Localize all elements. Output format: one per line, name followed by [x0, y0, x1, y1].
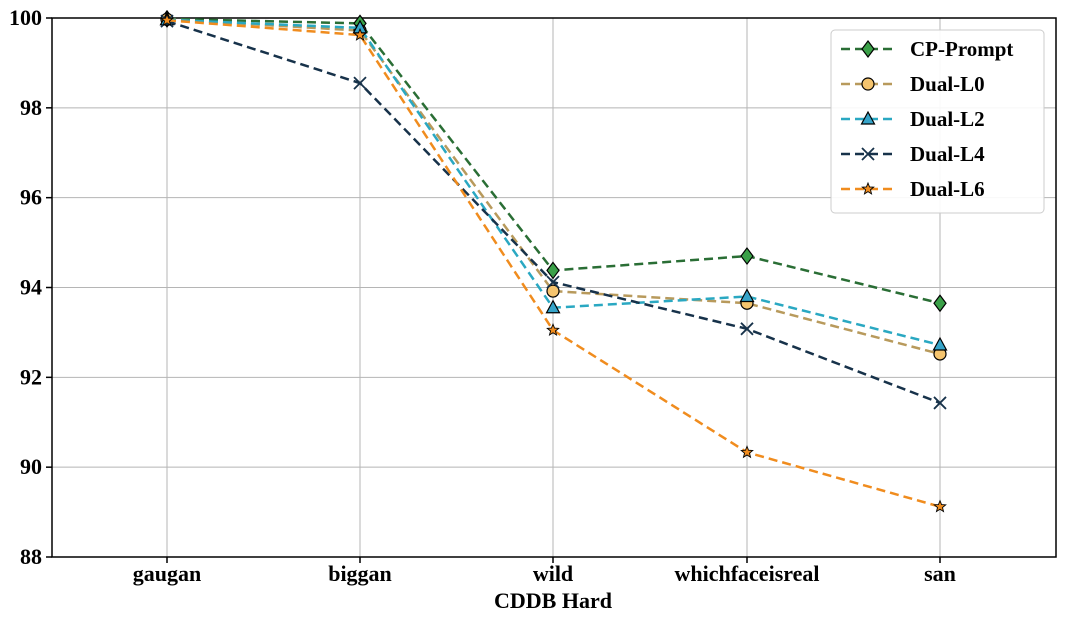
data-point: [932, 336, 948, 351]
legend-item: Dual-L0: [841, 72, 985, 96]
data-point: [740, 247, 754, 266]
data-point: [160, 13, 174, 27]
data-point: [933, 294, 947, 313]
data-point: [546, 275, 560, 289]
legend-marker: [861, 181, 875, 195]
y-tick-label: 88: [20, 544, 42, 569]
y-axis: 88 90 92 94 96 98 100: [9, 5, 52, 569]
legend-item: Dual-L4: [841, 142, 985, 166]
series-dual-l4: [160, 14, 947, 410]
data-point: [933, 396, 947, 410]
x-tick-label: whichfaceisreal: [674, 561, 819, 586]
legend-marker: [861, 40, 875, 58]
y-tick-label: 100: [9, 5, 42, 30]
x-tick-label: gaugan: [133, 561, 201, 586]
legend-item: CP-Prompt: [841, 37, 1013, 61]
legend-label: Dual-L4: [910, 142, 985, 166]
x-tick-label: biggan: [328, 561, 392, 586]
x-axis: gaugan biggan wild whichfaceisreal san: [133, 557, 956, 586]
x-axis-title: CDDB Hard: [494, 588, 612, 613]
legend-label: CP-Prompt: [910, 37, 1013, 61]
legend-box: [830, 29, 1045, 214]
data-point: [933, 499, 947, 513]
legend-label: Dual-L2: [910, 107, 985, 131]
y-tick-label: 98: [20, 95, 42, 120]
data-point: [546, 322, 560, 337]
y-tick-label: 90: [20, 454, 42, 479]
series-line: [166, 18, 941, 356]
legend-marker: [861, 147, 875, 161]
data-point: [546, 261, 560, 280]
series-dual-l2: [159, 11, 948, 351]
data-point: [739, 288, 755, 303]
y-tick-label: 94: [20, 275, 42, 300]
legend-item: Dual-L6: [841, 177, 985, 201]
data-point: [740, 322, 754, 336]
data-point: [545, 299, 561, 314]
legend-label: Dual-L0: [910, 72, 985, 96]
legend: CP-Prompt Dual-L0 Dual-L2 Dual-L4 Dual-L6: [830, 29, 1045, 214]
legend-marker: [860, 110, 876, 125]
x-tick-label: san: [924, 561, 956, 586]
series-dual-l6: [160, 13, 947, 513]
legend-label: Dual-L6: [910, 177, 985, 201]
series-layer: [159, 9, 948, 513]
data-point: [353, 76, 367, 90]
data-point: [546, 284, 560, 298]
data-point: [740, 445, 754, 459]
legend-marker: [861, 77, 875, 91]
data-point: [353, 27, 367, 41]
x-tick-label: wild: [533, 561, 573, 586]
y-tick-label: 96: [20, 185, 42, 210]
y-tick-label: 92: [20, 364, 42, 389]
legend-item: Dual-L2: [841, 107, 985, 131]
